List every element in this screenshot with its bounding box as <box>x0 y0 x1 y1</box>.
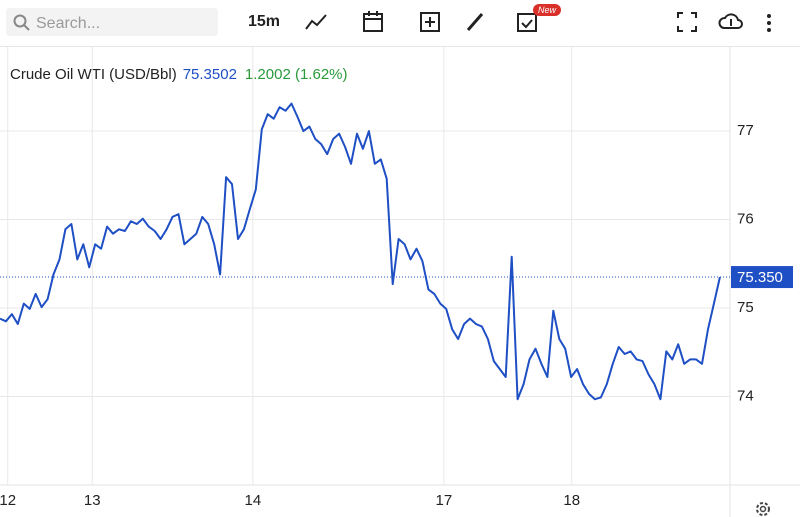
search-placeholder: Search... <box>36 15 101 32</box>
toolbar: Search... 15m New <box>0 0 800 47</box>
menu-button[interactable] <box>762 8 776 38</box>
price-line <box>0 102 721 401</box>
x-tick-label: 12 <box>0 492 16 509</box>
chart: Crude Oil WTI (USD/Bbl) 75.3502 1.2002 (1.… <box>0 47 800 517</box>
chart-title: Crude Oil WTI (USD/Bbl) 75.3502 1.2002 (1.… <box>10 66 348 83</box>
events-button[interactable] <box>516 8 540 38</box>
y-tick-label: 76 <box>737 211 754 228</box>
interval-button[interactable]: 15m <box>248 13 281 30</box>
y-tick-label: 77 <box>737 122 754 139</box>
last-price-label: 75.350 <box>737 269 783 286</box>
x-tick-label: 13 <box>84 492 101 509</box>
draw-button[interactable] <box>464 8 488 38</box>
y-tick-label: 74 <box>737 387 754 404</box>
fullscreen-button[interactable] <box>675 8 699 38</box>
download-button[interactable] <box>718 8 744 38</box>
instrument-name: Crude Oil WTI (USD/Bbl) <box>10 66 177 83</box>
search-box[interactable]: Search... <box>6 8 218 36</box>
add-button[interactable] <box>419 8 443 38</box>
calendar-button[interactable] <box>362 8 386 38</box>
price-change: 1.2002 (1.62%) <box>245 66 348 83</box>
grid <box>0 47 730 485</box>
x-tick-label: 14 <box>245 492 262 509</box>
last-price-tag <box>731 266 793 289</box>
chart-type-button[interactable] <box>304 8 328 38</box>
x-tick-label: 18 <box>563 492 580 509</box>
search-icon <box>13 14 30 31</box>
settings-button[interactable] <box>756 502 770 516</box>
x-tick-label: 17 <box>435 492 452 509</box>
last-price: 75.3502 <box>183 66 237 83</box>
y-tick-label: 75 <box>737 299 754 316</box>
new-badge: New <box>533 4 562 16</box>
